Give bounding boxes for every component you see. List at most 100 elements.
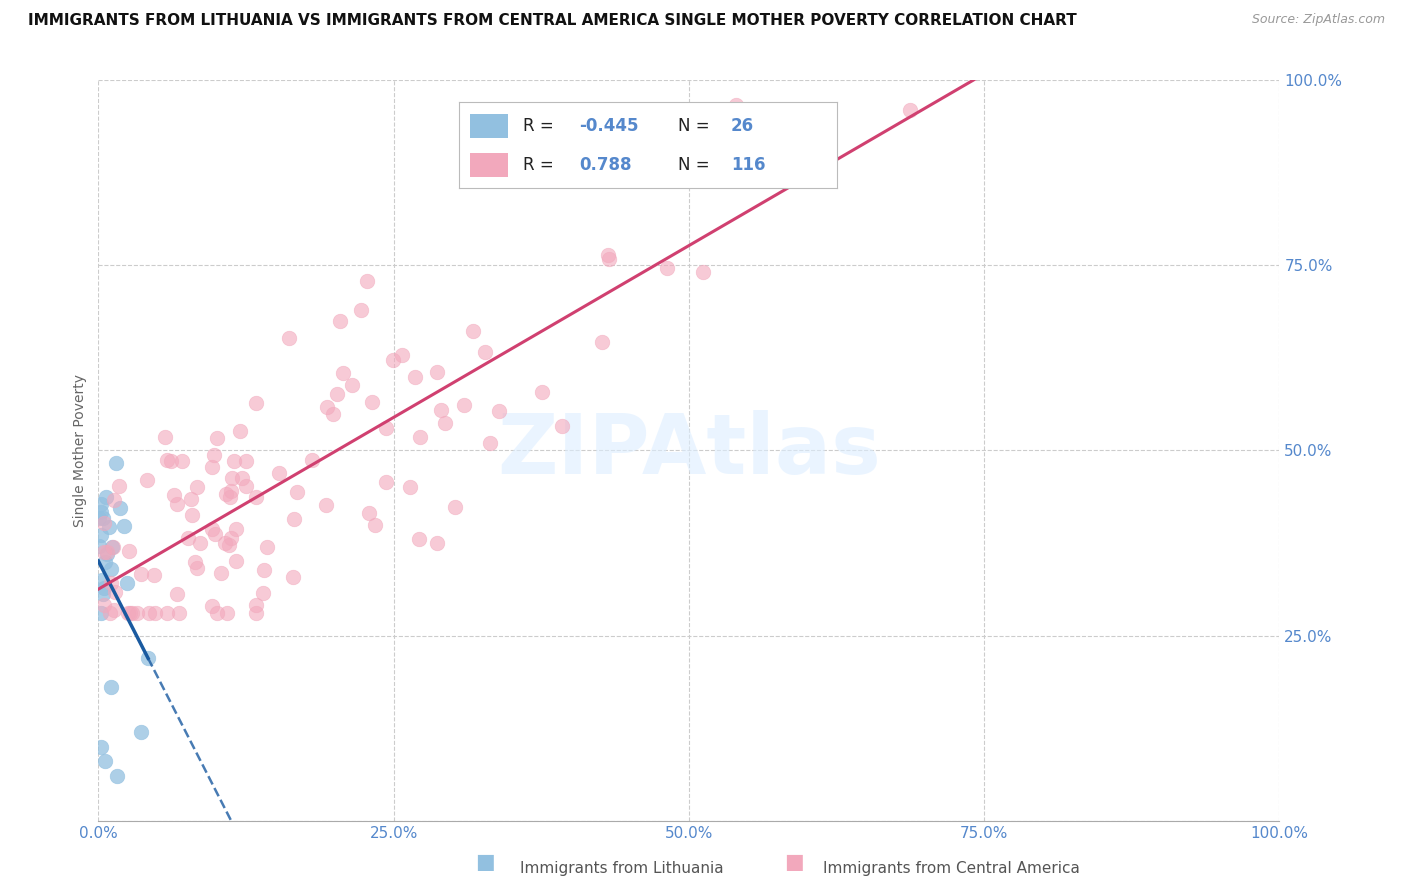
Point — [145, 607, 167, 621]
Point — [332, 366, 354, 380]
Point — [103, 602, 125, 616]
Point — [87, 511, 110, 525]
Point — [287, 485, 309, 500]
Point — [598, 252, 620, 267]
Point — [748, 124, 770, 138]
Point — [245, 490, 267, 504]
Point — [218, 490, 240, 504]
Point — [315, 499, 337, 513]
Point — [225, 554, 247, 568]
Point — [453, 398, 475, 412]
Point — [167, 607, 190, 621]
Point — [283, 511, 305, 525]
Point — [235, 454, 257, 468]
Point — [231, 471, 253, 485]
Point — [100, 681, 122, 695]
Point — [180, 492, 202, 507]
Point — [129, 724, 152, 739]
Point — [90, 739, 112, 754]
Point — [125, 607, 148, 621]
Point — [96, 547, 118, 561]
Point — [474, 345, 496, 359]
Point — [488, 404, 510, 418]
Point — [156, 607, 179, 621]
Text: ■: ■ — [475, 853, 495, 872]
Point — [104, 456, 127, 470]
Point — [322, 407, 344, 421]
Point — [205, 607, 228, 621]
Point — [110, 501, 132, 516]
Text: Immigrants from Lithuania: Immigrants from Lithuania — [520, 861, 724, 876]
Point — [245, 396, 267, 410]
Point — [724, 98, 747, 112]
Text: ZIPAtlas: ZIPAtlas — [496, 410, 882, 491]
Point — [692, 265, 714, 279]
Point — [219, 531, 242, 545]
Point — [591, 335, 613, 350]
Point — [433, 416, 456, 430]
Point — [443, 500, 465, 514]
Text: Immigrants from Central America: Immigrants from Central America — [823, 861, 1080, 876]
Point — [235, 478, 257, 492]
Y-axis label: Single Mother Poverty: Single Mother Poverty — [73, 374, 87, 527]
Point — [90, 505, 112, 519]
Point — [215, 607, 238, 621]
Point — [93, 516, 115, 530]
Point — [219, 484, 242, 499]
Point — [90, 606, 112, 620]
Point — [117, 607, 139, 621]
Point — [398, 480, 420, 494]
Point — [101, 540, 124, 554]
Point — [177, 531, 200, 545]
Point — [129, 566, 152, 581]
Point — [153, 430, 176, 444]
Point — [253, 563, 276, 577]
Point — [215, 487, 238, 501]
Point — [100, 562, 122, 576]
Point — [245, 607, 267, 621]
Point — [316, 400, 339, 414]
Point — [478, 436, 501, 450]
Point — [252, 586, 274, 600]
Point — [112, 518, 135, 533]
Point — [98, 607, 121, 621]
Point — [356, 274, 378, 288]
Point — [357, 506, 380, 520]
Point — [105, 769, 128, 783]
Point — [108, 479, 131, 493]
Point — [256, 540, 278, 554]
Point — [426, 536, 449, 550]
Point — [374, 475, 396, 489]
Point — [657, 260, 679, 275]
Point — [404, 370, 426, 384]
Point — [184, 555, 207, 569]
Point — [93, 581, 115, 595]
Point — [551, 418, 574, 433]
Point — [166, 587, 188, 601]
Point — [103, 492, 125, 507]
Point — [121, 607, 143, 621]
Point — [360, 394, 382, 409]
Point — [382, 353, 405, 368]
Point — [101, 540, 124, 554]
Point — [430, 403, 453, 417]
Point — [186, 561, 208, 575]
Point — [201, 459, 224, 474]
Point — [409, 430, 432, 444]
Point — [100, 575, 122, 590]
Point — [90, 573, 112, 587]
Point — [201, 599, 224, 614]
Point — [186, 480, 208, 494]
Point — [224, 453, 246, 467]
Point — [97, 520, 120, 534]
Point — [96, 545, 118, 559]
Point — [598, 248, 620, 262]
Point — [118, 607, 141, 621]
Point — [159, 453, 181, 467]
Point — [800, 150, 823, 164]
Point — [281, 569, 304, 583]
Point — [340, 377, 363, 392]
Point — [682, 165, 704, 179]
Point — [278, 331, 301, 345]
Point — [225, 522, 247, 536]
